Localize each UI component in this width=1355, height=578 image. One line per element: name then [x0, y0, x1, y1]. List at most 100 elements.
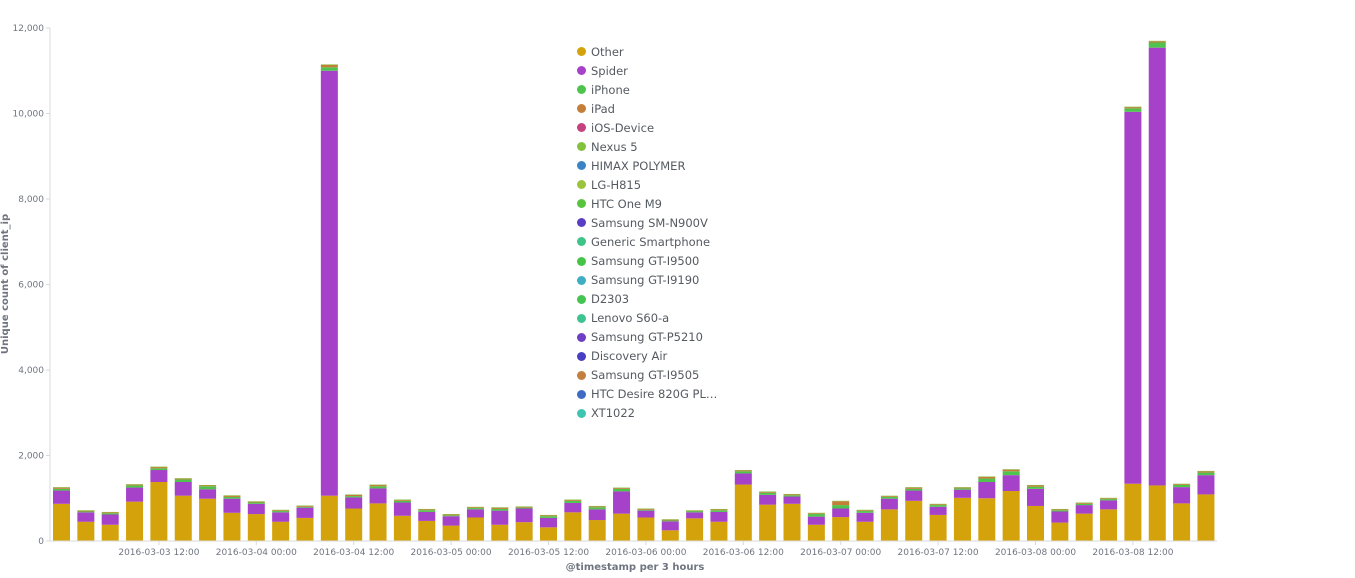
bar-segment[interactable]	[759, 491, 777, 492]
bar-segment[interactable]	[418, 508, 436, 510]
bar-segment[interactable]	[686, 512, 704, 519]
bar-segment[interactable]	[1173, 487, 1191, 504]
bar-segment[interactable]	[77, 510, 95, 511]
legend-item[interactable]: iPhone	[577, 80, 717, 99]
bar-segment[interactable]	[345, 494, 363, 495]
bar-segment[interactable]	[345, 508, 363, 541]
bar-segment[interactable]	[1075, 502, 1093, 504]
bar-segment[interactable]	[953, 487, 971, 489]
bar-segment[interactable]	[1002, 490, 1020, 541]
bar-segment[interactable]	[540, 516, 557, 518]
bar-segment[interactable]	[880, 496, 898, 497]
bar-segment[interactable]	[223, 496, 241, 499]
bar-segment[interactable]	[77, 521, 95, 541]
bar-segment[interactable]	[320, 64, 338, 65]
bar-segment[interactable]	[1124, 106, 1142, 108]
bar-segment[interactable]	[807, 516, 825, 525]
bar-segment[interactable]	[320, 495, 338, 541]
bar-segment[interactable]	[1051, 509, 1069, 511]
bar-segment[interactable]	[1148, 40, 1166, 42]
bar-segment[interactable]	[53, 490, 70, 504]
bar-segment[interactable]	[1197, 494, 1215, 541]
bar-segment[interactable]	[734, 484, 752, 541]
bar-segment[interactable]	[466, 508, 484, 510]
bar-segment[interactable]	[369, 484, 387, 486]
legend-item[interactable]: Other	[577, 42, 717, 61]
bar-segment[interactable]	[126, 501, 144, 541]
legend-item[interactable]: Samsung GT-I9500	[577, 252, 717, 271]
bar-segment[interactable]	[272, 521, 290, 541]
bar-segment[interactable]	[1197, 471, 1215, 473]
bar-segment[interactable]	[174, 478, 192, 479]
bar-segment[interactable]	[953, 488, 971, 490]
legend-item[interactable]: HTC Desire 820G PL…	[577, 385, 717, 404]
bar-segment[interactable]	[296, 505, 314, 507]
bar-segment[interactable]	[393, 515, 411, 541]
bar-segment[interactable]	[759, 492, 777, 495]
bar-segment[interactable]	[466, 517, 484, 541]
bar-segment[interactable]	[345, 496, 363, 498]
bar-segment[interactable]	[856, 510, 874, 512]
bar-segment[interactable]	[905, 487, 923, 488]
bar-segment[interactable]	[661, 530, 679, 541]
bar-segment[interactable]	[369, 503, 387, 541]
legend-item[interactable]: Discovery Air	[577, 347, 717, 366]
bar-segment[interactable]	[53, 487, 70, 488]
bar-segment[interactable]	[247, 503, 265, 515]
bar-segment[interactable]	[515, 508, 533, 523]
bar-segment[interactable]	[1197, 475, 1215, 495]
bar-segment[interactable]	[1027, 488, 1044, 506]
bar-segment[interactable]	[174, 478, 192, 480]
bar-segment[interactable]	[442, 514, 460, 515]
bar-segment[interactable]	[978, 498, 996, 541]
bar-segment[interactable]	[466, 506, 484, 508]
bar-segment[interactable]	[1002, 469, 1020, 472]
bar-segment[interactable]	[832, 500, 850, 502]
bar-segment[interactable]	[320, 70, 338, 496]
bar-segment[interactable]	[174, 482, 192, 496]
bar-segment[interactable]	[272, 509, 290, 511]
bar-segment[interactable]	[880, 509, 898, 541]
bar-segment[interactable]	[613, 488, 631, 492]
bar-segment[interactable]	[978, 482, 996, 499]
bar-segment[interactable]	[53, 488, 70, 491]
legend-item[interactable]: iOS-Device	[577, 118, 717, 137]
bar-segment[interactable]	[1027, 486, 1044, 489]
bar-segment[interactable]	[150, 482, 168, 541]
bar-segment[interactable]	[150, 467, 168, 469]
bar-segment[interactable]	[1173, 485, 1191, 488]
bar-segment[interactable]	[199, 489, 217, 499]
bar-segment[interactable]	[1148, 485, 1166, 541]
bar-segment[interactable]	[296, 507, 314, 518]
bar-segment[interactable]	[1051, 510, 1069, 512]
bar-segment[interactable]	[929, 504, 947, 506]
bar-segment[interactable]	[491, 507, 509, 509]
bar-segment[interactable]	[126, 484, 144, 486]
bar-segment[interactable]	[53, 487, 70, 489]
bar-segment[interactable]	[296, 505, 314, 507]
bar-segment[interactable]	[637, 508, 655, 510]
bar-segment[interactable]	[783, 495, 801, 497]
bar-segment[interactable]	[880, 496, 898, 499]
bar-segment[interactable]	[905, 490, 923, 501]
bar-segment[interactable]	[734, 470, 752, 472]
bar-segment[interactable]	[150, 468, 168, 471]
bar-segment[interactable]	[540, 515, 557, 517]
bar-segment[interactable]	[126, 484, 144, 485]
bar-segment[interactable]	[613, 491, 631, 514]
bar-segment[interactable]	[369, 485, 387, 487]
bar-segment[interactable]	[1027, 505, 1044, 541]
bar-segment[interactable]	[637, 508, 655, 510]
bar-segment[interactable]	[296, 506, 314, 508]
bar-segment[interactable]	[418, 520, 436, 541]
bar-segment[interactable]	[661, 519, 679, 520]
bar-segment[interactable]	[588, 505, 606, 507]
bar-segment[interactable]	[199, 486, 217, 490]
bar-segment[interactable]	[1075, 503, 1093, 506]
bar-segment[interactable]	[199, 498, 217, 541]
bar-segment[interactable]	[1124, 111, 1142, 484]
bar-segment[interactable]	[710, 510, 728, 512]
bar-segment[interactable]	[564, 512, 582, 541]
bar-segment[interactable]	[199, 485, 217, 486]
bar-segment[interactable]	[637, 517, 655, 541]
